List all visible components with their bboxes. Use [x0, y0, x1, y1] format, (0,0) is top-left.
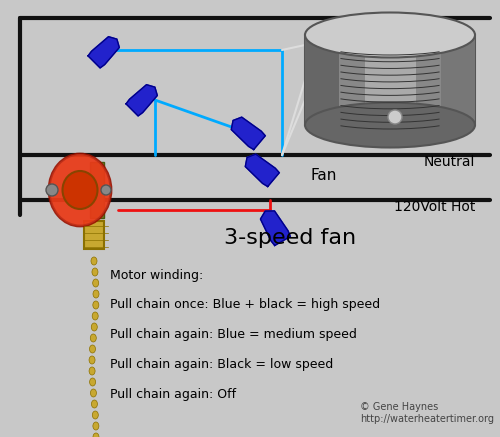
Ellipse shape	[91, 257, 97, 265]
Circle shape	[388, 110, 402, 124]
Text: Pull chain again: Black = low speed: Pull chain again: Black = low speed	[110, 358, 333, 371]
Polygon shape	[246, 154, 280, 187]
Ellipse shape	[89, 367, 95, 375]
Text: Fan: Fan	[310, 167, 336, 183]
Ellipse shape	[89, 356, 95, 364]
Ellipse shape	[92, 400, 98, 408]
Text: Pull chain again: Off: Pull chain again: Off	[110, 388, 236, 401]
Ellipse shape	[92, 268, 98, 276]
Text: Pull chain again: Blue = medium speed: Pull chain again: Blue = medium speed	[110, 328, 357, 341]
Ellipse shape	[93, 433, 99, 437]
Polygon shape	[126, 85, 158, 116]
Bar	[90, 162, 104, 218]
Bar	[364, 35, 416, 125]
Ellipse shape	[49, 154, 111, 226]
Ellipse shape	[49, 154, 111, 226]
Ellipse shape	[93, 422, 99, 430]
Text: Motor winding:: Motor winding:	[110, 269, 203, 282]
Ellipse shape	[305, 103, 475, 148]
Text: © Gene Haynes
http://waterheatertimer.org: © Gene Haynes http://waterheatertimer.or…	[360, 402, 494, 424]
Text: Neutral: Neutral	[424, 155, 475, 169]
Bar	[305, 35, 475, 125]
Ellipse shape	[92, 312, 98, 320]
Circle shape	[46, 184, 58, 196]
Polygon shape	[260, 211, 290, 246]
Text: 3-speed fan: 3-speed fan	[224, 228, 356, 248]
Polygon shape	[232, 117, 266, 149]
Text: 120Volt Hot: 120Volt Hot	[394, 200, 475, 214]
Ellipse shape	[62, 171, 98, 209]
Ellipse shape	[90, 389, 96, 397]
Ellipse shape	[93, 290, 99, 298]
Text: Pull chain once: Blue + black = high speed: Pull chain once: Blue + black = high spe…	[110, 298, 380, 312]
Ellipse shape	[93, 301, 99, 309]
Bar	[441, 35, 475, 125]
Polygon shape	[88, 37, 120, 68]
Ellipse shape	[92, 411, 98, 419]
Circle shape	[101, 185, 111, 195]
Ellipse shape	[305, 13, 475, 58]
Ellipse shape	[92, 279, 98, 287]
Ellipse shape	[92, 323, 98, 331]
Ellipse shape	[90, 334, 96, 342]
Bar	[84, 221, 104, 249]
Ellipse shape	[90, 345, 96, 353]
Ellipse shape	[90, 378, 96, 386]
Bar	[305, 35, 339, 125]
